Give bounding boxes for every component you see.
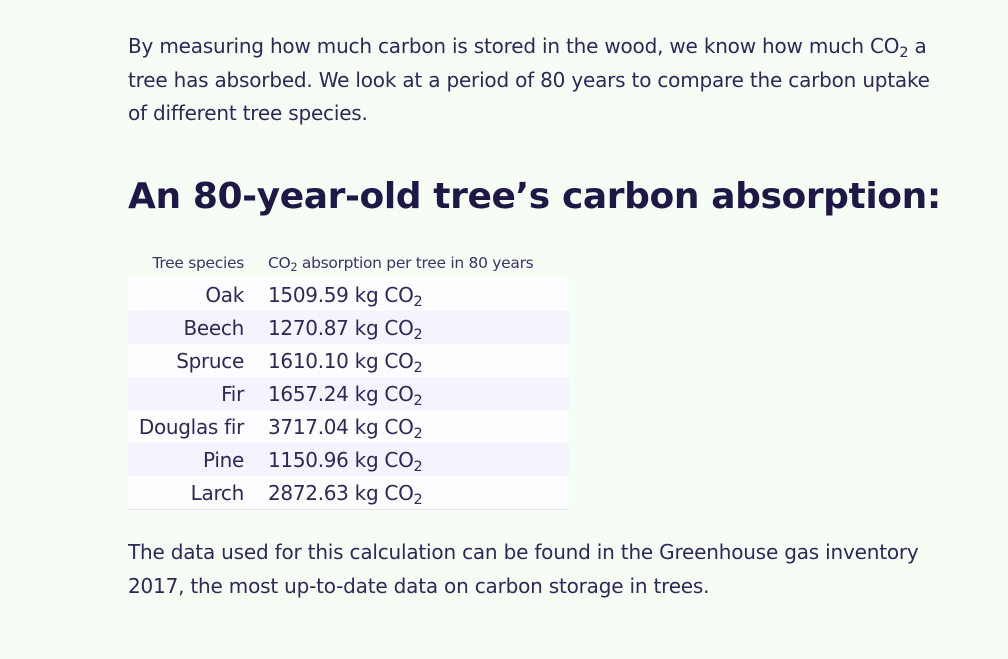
absorption-value: 1150.96 bbox=[268, 447, 349, 472]
absorption-cell: 1270.87 kg CO2 bbox=[268, 311, 569, 344]
intro-paragraph: By measuring how much carbon is stored i… bbox=[128, 30, 948, 131]
unit-subscript: 2 bbox=[413, 491, 423, 508]
absorption-value: 1610.10 bbox=[268, 348, 349, 373]
unit-subscript: 2 bbox=[413, 293, 423, 310]
unit-prefix: kg CO bbox=[354, 315, 414, 340]
unit-prefix: kg CO bbox=[354, 480, 414, 505]
unit-prefix: kg CO bbox=[354, 447, 414, 472]
unit-prefix: kg CO bbox=[354, 282, 414, 307]
carbon-absorption-table: Tree species CO2 absorption per tree in … bbox=[128, 248, 569, 510]
header-tree-species: Tree species bbox=[152, 254, 244, 272]
unit-prefix: kg CO bbox=[354, 381, 414, 406]
source-paragraph: The data used for this calculation can b… bbox=[128, 540, 919, 598]
absorption-cell: 3717.04 kg CO2 bbox=[268, 410, 569, 443]
species-cell: Spruce bbox=[176, 348, 244, 373]
table-row: Spruce 1610.10 kg CO2 bbox=[128, 344, 569, 377]
absorption-value: 2872.63 bbox=[268, 480, 349, 505]
header-absorption-subscript: 2 bbox=[290, 261, 298, 275]
absorption-value: 1657.24 bbox=[268, 381, 349, 406]
intro-text-part2: a tree has absorbed. We look at a period… bbox=[128, 34, 930, 125]
unit-subscript: 2 bbox=[413, 425, 423, 442]
table-row: Larch 2872.63 kg CO2 bbox=[128, 476, 569, 510]
absorption-cell: 1150.96 kg CO2 bbox=[268, 443, 569, 476]
section-heading: An 80-year-old tree’s carbon absorption: bbox=[128, 176, 941, 217]
unit-subscript: 2 bbox=[413, 392, 423, 409]
table-header-row: Tree species CO2 absorption per tree in … bbox=[128, 248, 569, 278]
unit-prefix: kg CO bbox=[354, 414, 414, 439]
header-absorption-suffix: absorption per tree in 80 years bbox=[297, 254, 534, 272]
intro-text-part1: By measuring how much carbon is stored i… bbox=[128, 34, 900, 58]
table-row: Douglas fir 3717.04 kg CO2 bbox=[128, 410, 569, 443]
absorption-value: 1270.87 bbox=[268, 315, 349, 340]
table-row: Fir 1657.24 kg CO2 bbox=[128, 377, 569, 410]
table-row: Beech 1270.87 kg CO2 bbox=[128, 311, 569, 344]
table-row: Oak 1509.59 kg CO2 bbox=[128, 278, 569, 311]
intro-subscript: 2 bbox=[899, 45, 909, 62]
unit-subscript: 2 bbox=[413, 359, 423, 376]
unit-subscript: 2 bbox=[413, 326, 423, 343]
unit-subscript: 2 bbox=[413, 458, 423, 475]
species-cell: Larch bbox=[190, 480, 245, 505]
header-absorption-prefix: CO bbox=[268, 254, 291, 272]
species-cell: Fir bbox=[221, 381, 244, 406]
absorption-cell: 1610.10 kg CO2 bbox=[268, 344, 569, 377]
absorption-value: 1509.59 bbox=[268, 282, 349, 307]
unit-prefix: kg CO bbox=[354, 348, 414, 373]
absorption-cell: 1657.24 kg CO2 bbox=[268, 377, 569, 410]
header-absorption: CO2 absorption per tree in 80 years bbox=[268, 248, 569, 278]
absorption-cell: 2872.63 kg CO2 bbox=[268, 476, 569, 510]
absorption-value: 3717.04 bbox=[268, 414, 349, 439]
species-cell: Oak bbox=[205, 282, 244, 307]
species-cell: Pine bbox=[203, 447, 244, 472]
table-row: Pine 1150.96 kg CO2 bbox=[128, 443, 569, 476]
species-cell: Beech bbox=[183, 315, 244, 340]
absorption-cell: 1509.59 kg CO2 bbox=[268, 278, 569, 311]
species-cell: Douglas fir bbox=[138, 414, 244, 439]
